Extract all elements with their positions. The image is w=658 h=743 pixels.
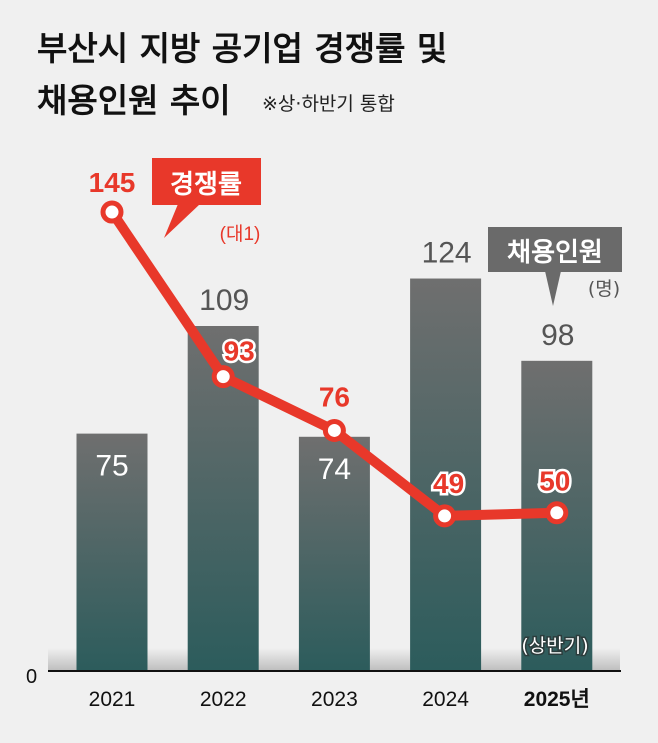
legend-bar-box — [488, 227, 622, 272]
bar-value-label: 98 — [541, 319, 574, 352]
legend-line-unit: (대1) — [220, 223, 261, 245]
line-point — [100, 200, 124, 224]
x-tick-label: 2025년 — [524, 688, 590, 711]
bar-2024 — [410, 278, 482, 671]
legend-line-box — [152, 158, 261, 205]
chart-title-line2: 채용인원 추이 — [37, 81, 231, 120]
line-value-label: 145 — [89, 167, 136, 198]
line-value-label: 93 — [224, 336, 255, 367]
y-zero-label: 0 — [26, 666, 37, 688]
bar-value-label: 109 — [199, 284, 249, 317]
line-value-label: 76 — [319, 381, 350, 412]
legend-line-callout: 경쟁률 (대1) — [152, 158, 261, 245]
x-tick-label: 2024 — [422, 688, 469, 711]
bar-value-label: 74 — [318, 453, 351, 486]
line-point — [433, 504, 457, 528]
bar-value-label: 75 — [95, 450, 128, 483]
bar-2023 — [298, 436, 370, 671]
legend-bar-label: 채용인원 — [507, 238, 603, 268]
legend-bar-unit: (명) — [588, 278, 620, 300]
legend-bar-callout: 채용인원 (명) — [488, 227, 622, 306]
line-value-label: 50 — [539, 466, 570, 497]
x-tick-label: 2021 — [89, 688, 136, 711]
chart-title-line1: 부산시 지방 공기업 경쟁률 및 — [37, 29, 447, 68]
line-point — [322, 418, 346, 442]
bar-value-label: 124 — [422, 237, 472, 270]
x-tick-label: 2023 — [311, 688, 358, 711]
bar-2021 — [76, 433, 148, 671]
legend-bar-pointer — [545, 271, 561, 306]
line-point — [211, 365, 235, 389]
line-point — [545, 501, 569, 525]
x-tick-label: 2022 — [200, 688, 247, 711]
legend-line-label: 경쟁률 — [170, 170, 242, 200]
category-note: (상반기) — [521, 635, 588, 657]
line-value-label: 49 — [433, 468, 464, 499]
legend-line-pointer — [164, 204, 200, 238]
chart-note: ※상·하반기 통합 — [262, 93, 395, 115]
